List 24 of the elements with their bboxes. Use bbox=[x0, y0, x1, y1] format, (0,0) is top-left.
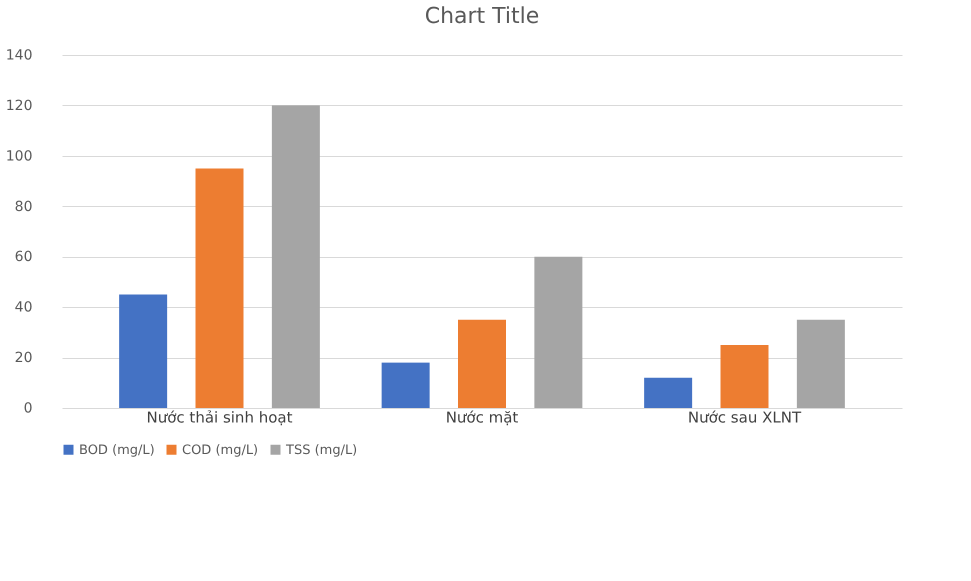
y-tick-label: 0 bbox=[24, 400, 32, 416]
bar bbox=[382, 362, 430, 408]
y-tick-label: 40 bbox=[14, 300, 32, 316]
bar bbox=[458, 320, 506, 408]
x-tick-label: Nước thải sinh hoạt bbox=[146, 408, 293, 426]
x-tick-label: Nước mặt bbox=[446, 408, 518, 426]
y-tick-label: 140 bbox=[6, 48, 32, 64]
y-tick-label: 80 bbox=[14, 198, 32, 215]
bar bbox=[119, 294, 168, 408]
y-tick-label: 20 bbox=[14, 350, 32, 366]
x-tick-label: Nước sau XLNT bbox=[688, 408, 802, 426]
y-tick-label: 100 bbox=[6, 148, 32, 164]
bar bbox=[644, 378, 692, 408]
bar bbox=[796, 320, 845, 408]
legend-label: TSS (mg/L) bbox=[285, 442, 358, 458]
legend-label: COD (mg/L) bbox=[182, 442, 258, 458]
bar bbox=[720, 344, 768, 408]
bar bbox=[272, 105, 320, 408]
y-tick-label: 120 bbox=[6, 98, 32, 114]
legend-label: BOD (mg/L) bbox=[79, 442, 155, 458]
bar bbox=[196, 168, 244, 408]
bar bbox=[534, 256, 582, 408]
y-tick-label: 60 bbox=[14, 249, 32, 266]
chart-title: Chart Title bbox=[424, 4, 540, 29]
